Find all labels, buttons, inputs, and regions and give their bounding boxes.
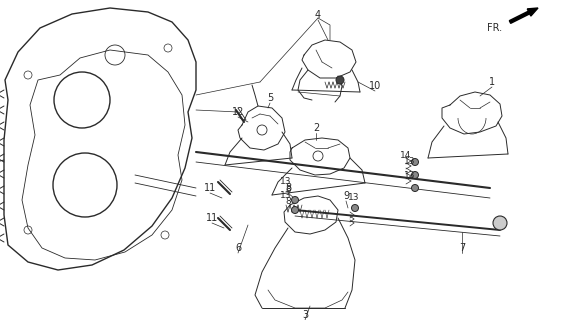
Text: 6: 6 — [235, 243, 241, 253]
Text: 8: 8 — [285, 186, 291, 195]
Circle shape — [412, 185, 418, 191]
Text: 14: 14 — [400, 150, 412, 159]
Text: 2: 2 — [313, 123, 319, 133]
Circle shape — [412, 158, 418, 165]
Circle shape — [493, 216, 507, 230]
Text: 11: 11 — [204, 183, 216, 193]
Text: 12: 12 — [232, 107, 244, 117]
Text: 10: 10 — [369, 81, 381, 91]
Text: 1: 1 — [489, 77, 495, 87]
Text: 5: 5 — [267, 93, 273, 103]
Text: 13: 13 — [404, 157, 416, 166]
Text: 11: 11 — [206, 213, 218, 223]
Text: 3: 3 — [302, 310, 308, 320]
Text: 13: 13 — [404, 171, 416, 180]
Text: 8: 8 — [285, 183, 291, 193]
Text: 9: 9 — [343, 191, 349, 201]
Circle shape — [412, 172, 418, 179]
Text: 8: 8 — [285, 197, 291, 206]
Text: FR.: FR. — [487, 23, 503, 33]
Text: 13: 13 — [348, 194, 360, 203]
FancyArrow shape — [509, 8, 538, 23]
Text: 13: 13 — [280, 191, 292, 201]
Text: 13: 13 — [280, 178, 292, 187]
Circle shape — [292, 206, 298, 213]
Circle shape — [292, 196, 298, 204]
Circle shape — [351, 204, 359, 212]
Circle shape — [336, 76, 344, 84]
Text: 4: 4 — [315, 10, 321, 20]
Text: 7: 7 — [459, 243, 465, 253]
